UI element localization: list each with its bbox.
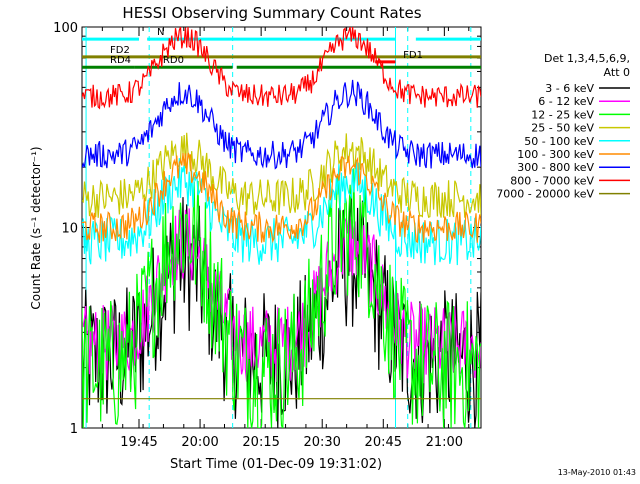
x-tick-label: 20:00 [181, 435, 218, 450]
legend-entry-label: 6 - 12 keV [538, 95, 594, 108]
y-tick-label: 1 [70, 422, 78, 437]
chart-title: HESSI Observing Summary Count Rates [122, 4, 421, 22]
legend-entry-label: 3 - 6 keV [545, 82, 594, 95]
legend-header-line2: Att 0 [604, 66, 630, 79]
flag-label-n: N [157, 27, 164, 38]
flag-label-rd0: RD0 [163, 55, 184, 66]
legend-entry-label: 100 - 300 keV [517, 148, 594, 161]
flag-label-fd1: FD1 [403, 50, 423, 61]
x-tick-label: 19:45 [120, 435, 157, 450]
series-line [82, 79, 481, 170]
legend-header-line1: Det 1,3,4,5,6,9, [544, 52, 630, 65]
series-line [82, 152, 481, 244]
series-line [82, 208, 481, 384]
legend-entry-label: 800 - 7000 keV [510, 174, 594, 187]
legend-entry-label: 7000 - 20000 keV [496, 188, 594, 201]
x-tick-label: 20:15 [242, 435, 279, 450]
series-line [82, 158, 481, 266]
flag-label-rd4: RD4 [110, 55, 131, 66]
y-tick-label: 100 [53, 21, 78, 36]
series-line [82, 168, 481, 428]
legend-entry-label: 25 - 50 keV [531, 122, 594, 135]
series-group [82, 27, 481, 428]
x-axis-label: Start Time (01-Dec-09 19:31:02) [170, 457, 382, 472]
y-tick-label: 10 [61, 222, 78, 237]
legend-entry-label: 300 - 800 keV [517, 161, 594, 174]
legend-entry-label: 12 - 25 keV [531, 108, 594, 121]
series-line [82, 27, 481, 110]
plot-area: 1 10 100 19:45 20:00 20:15 20:30 20:45 21:00 N FD2… [53, 21, 482, 450]
flag-label-fd2: FD2 [110, 45, 130, 56]
y-axis-label: Count Rate (s⁻¹ detector⁻¹) [29, 146, 43, 309]
series-line [82, 132, 481, 219]
footer-date-stamp: 13-May-2010 01:43 [558, 468, 636, 477]
x-tick-label: 20:45 [365, 435, 402, 450]
x-tick-label: 21:00 [426, 435, 463, 450]
x-tick-label: 20:30 [303, 435, 340, 450]
legend-entry-label: 50 - 100 keV [524, 135, 594, 148]
